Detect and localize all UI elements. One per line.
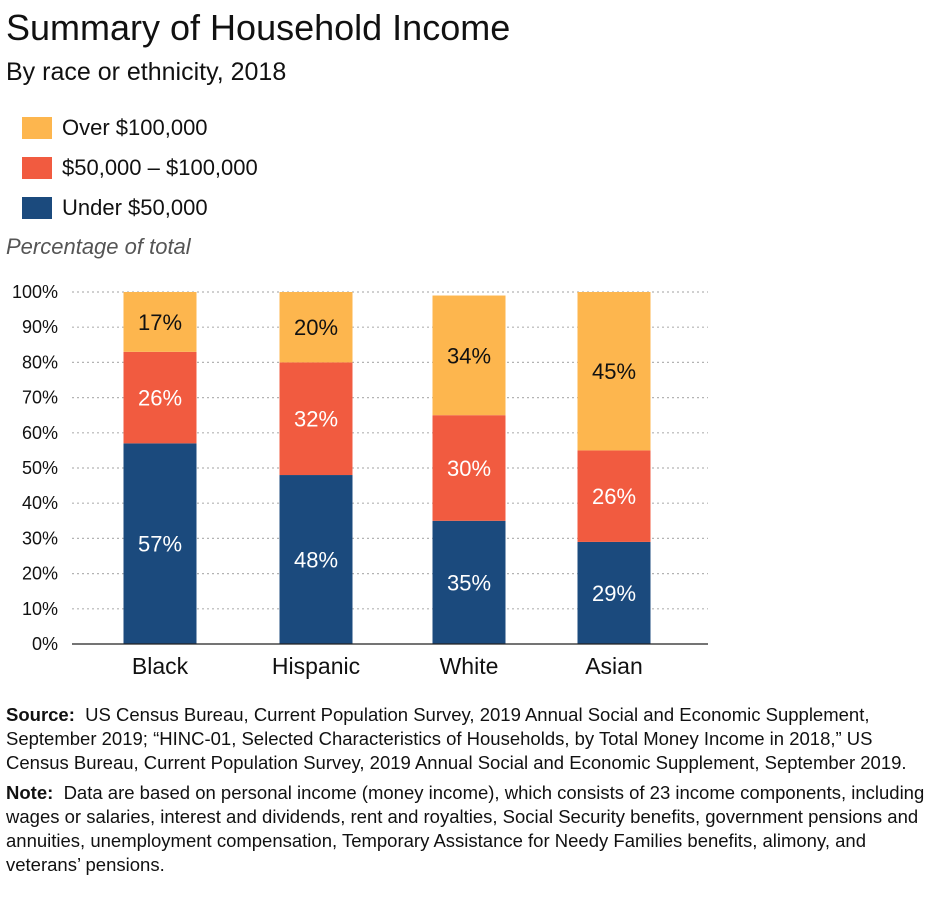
stacked-bar-chart: 0% 10% 20% 30% 40% 50% 60% 70% 80% 90% 100% 57% 26% 1…: [12, 282, 708, 679]
bar-segment: [279, 475, 353, 644]
bar-segment: [432, 295, 506, 416]
data-label: 34%: [447, 343, 491, 368]
legend-label-over-100k: Over $100,000: [62, 115, 208, 140]
y-axis-label: Percentage of total: [6, 234, 191, 259]
y-tick-label: 70%: [22, 388, 58, 408]
source-text: US Census Bureau, Current Population Sur…: [6, 704, 907, 773]
data-label: 35%: [447, 570, 491, 595]
y-tick-label: 30%: [22, 528, 58, 548]
bar-segment: [123, 351, 197, 444]
bar-segment: [123, 443, 197, 644]
source-label: Source:: [6, 704, 75, 725]
y-tick-label: 10%: [22, 599, 58, 619]
data-label: 32%: [294, 407, 338, 432]
bar-segment: [577, 450, 651, 542]
y-tick-label: 40%: [22, 493, 58, 513]
note-text: Data are based on personal income (money…: [6, 782, 925, 875]
data-label: 26%: [592, 484, 636, 509]
bar-segment: [279, 362, 353, 476]
legend-label-50k-100k: $50,000 – $100,000: [62, 155, 258, 180]
y-tick-label: 90%: [22, 317, 58, 337]
y-tick-label: 50%: [22, 458, 58, 478]
legend-item-under-50k: Under $50,000: [22, 188, 258, 228]
legend-swatch-under-50k: [22, 197, 52, 219]
legend-swatch-50k-100k: [22, 157, 52, 179]
x-tick-label: Black: [132, 653, 189, 679]
data-label: 29%: [592, 581, 636, 606]
legend-label-under-50k: Under $50,000: [62, 195, 208, 220]
bar-segment: [577, 541, 651, 644]
data-label: 17%: [138, 310, 182, 335]
bar-segment: [577, 292, 651, 451]
data-label: 30%: [447, 456, 491, 481]
y-tick-label: 80%: [22, 352, 58, 372]
legend: Over $100,000 $50,000 – $100,000 Under $…: [22, 108, 258, 228]
x-tick-label: Hispanic: [272, 653, 360, 679]
source-note: Source: US Census Bureau, Current Popula…: [6, 703, 926, 775]
bar-segment: [279, 292, 353, 363]
data-label: 57%: [138, 532, 182, 557]
y-tick-label: 60%: [22, 423, 58, 443]
legend-item-50k-100k: $50,000 – $100,000: [22, 148, 258, 188]
legend-item-over-100k: Over $100,000: [22, 108, 258, 148]
note-label: Note:: [6, 782, 54, 803]
data-label: 20%: [294, 315, 338, 340]
y-tick-label: 0%: [32, 634, 58, 654]
bar-segment: [432, 520, 506, 644]
y-tick-label: 100%: [12, 282, 58, 302]
chart-title: Summary of Household Income: [6, 7, 511, 48]
data-label: 45%: [592, 359, 636, 384]
legend-swatch-over-100k: [22, 117, 52, 139]
bar-segment: [432, 415, 506, 521]
x-tick-label: Asian: [585, 653, 643, 679]
bar-segment: [123, 292, 197, 352]
chart-subtitle: By race or ethnicity, 2018: [6, 58, 287, 86]
data-label: 26%: [138, 386, 182, 411]
data-label: 48%: [294, 548, 338, 573]
method-note: Note: Data are based on personal income …: [6, 781, 926, 877]
y-tick-label: 20%: [22, 564, 58, 584]
x-tick-label: White: [440, 653, 499, 679]
notes: Source: US Census Bureau, Current Popula…: [6, 703, 926, 883]
